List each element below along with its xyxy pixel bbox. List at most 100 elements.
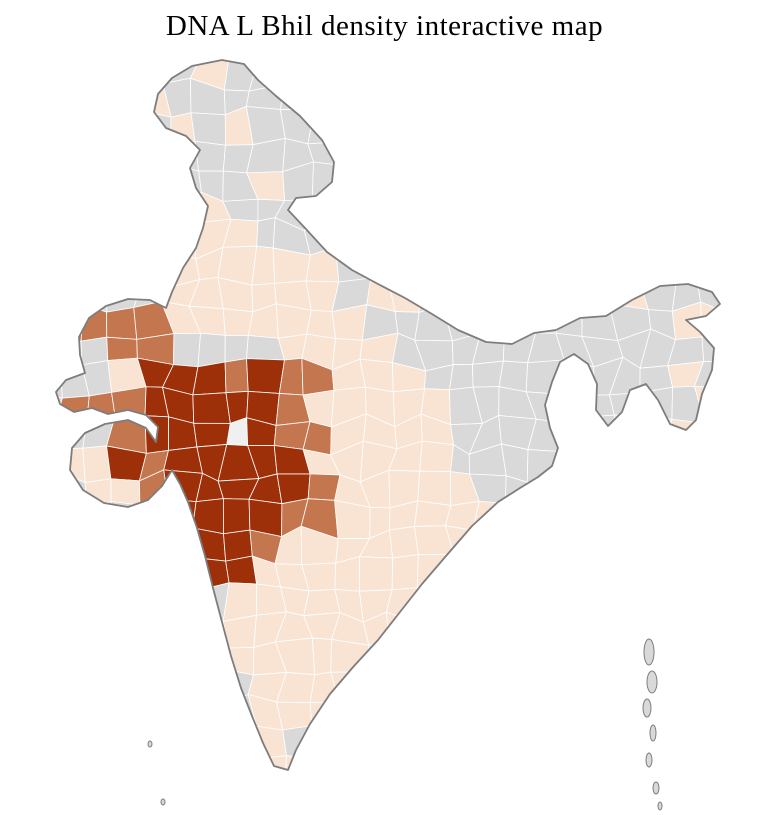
district[interactable] bbox=[535, 530, 559, 556]
district[interactable] bbox=[27, 644, 61, 675]
district[interactable] bbox=[476, 0, 505, 25]
district[interactable] bbox=[471, 275, 509, 313]
district[interactable] bbox=[749, 756, 769, 788]
district[interactable] bbox=[643, 137, 672, 173]
district[interactable] bbox=[366, 665, 397, 700]
district[interactable] bbox=[759, 472, 769, 507]
district[interactable] bbox=[558, 221, 586, 251]
district[interactable] bbox=[386, 250, 423, 278]
district[interactable] bbox=[533, 609, 568, 643]
district[interactable] bbox=[222, 582, 258, 622]
district[interactable] bbox=[552, 451, 585, 479]
district[interactable] bbox=[584, 190, 618, 230]
district[interactable] bbox=[676, 245, 697, 276]
district[interactable] bbox=[723, 282, 758, 314]
district[interactable] bbox=[726, 557, 761, 590]
district[interactable] bbox=[27, 82, 57, 111]
district[interactable] bbox=[109, 805, 146, 815]
district[interactable] bbox=[82, 730, 119, 763]
district[interactable] bbox=[496, 163, 536, 195]
district[interactable] bbox=[393, 51, 428, 88]
district[interactable] bbox=[22, 138, 64, 168]
district[interactable] bbox=[441, 590, 479, 614]
district[interactable] bbox=[58, 748, 84, 790]
district[interactable] bbox=[508, 808, 533, 815]
district[interactable] bbox=[699, 164, 729, 198]
district[interactable] bbox=[750, 668, 769, 699]
district[interactable] bbox=[22, 468, 59, 501]
district[interactable] bbox=[141, 665, 171, 706]
district[interactable] bbox=[500, 502, 537, 533]
district[interactable] bbox=[526, 449, 567, 483]
district[interactable] bbox=[723, 472, 761, 507]
district[interactable] bbox=[245, 755, 287, 789]
district[interactable] bbox=[558, 141, 593, 168]
district[interactable] bbox=[753, 805, 769, 815]
district[interactable] bbox=[639, 0, 677, 28]
district[interactable] bbox=[755, 498, 769, 538]
district[interactable] bbox=[701, 417, 733, 453]
district[interactable] bbox=[670, 222, 701, 254]
district[interactable] bbox=[581, 760, 619, 783]
district[interactable] bbox=[361, 0, 398, 31]
district[interactable] bbox=[109, 694, 143, 732]
district[interactable] bbox=[637, 499, 672, 528]
district[interactable] bbox=[52, 138, 82, 168]
district[interactable] bbox=[525, 191, 565, 227]
district[interactable] bbox=[334, 499, 371, 540]
district[interactable] bbox=[106, 76, 146, 112]
district[interactable] bbox=[751, 252, 769, 285]
district[interactable] bbox=[85, 500, 119, 538]
district[interactable] bbox=[80, 621, 109, 650]
district[interactable] bbox=[443, 25, 478, 52]
district[interactable] bbox=[1, 0, 33, 29]
district[interactable] bbox=[721, 362, 756, 398]
district[interactable] bbox=[302, 60, 343, 90]
district[interactable] bbox=[526, 54, 566, 87]
district[interactable] bbox=[637, 162, 672, 200]
district[interactable] bbox=[751, 284, 769, 314]
district[interactable] bbox=[582, 77, 624, 114]
district[interactable] bbox=[723, 221, 762, 259]
district[interactable] bbox=[581, 728, 619, 764]
district[interactable] bbox=[0, 527, 26, 558]
district[interactable] bbox=[609, 664, 652, 698]
district[interactable] bbox=[676, 23, 703, 63]
district[interactable] bbox=[696, 584, 732, 623]
district[interactable] bbox=[80, 162, 110, 196]
district[interactable] bbox=[223, 498, 251, 535]
district[interactable] bbox=[667, 553, 705, 586]
district[interactable] bbox=[442, 51, 479, 80]
district[interactable] bbox=[531, 108, 560, 148]
district[interactable] bbox=[583, 471, 616, 508]
district[interactable] bbox=[613, 475, 649, 508]
district[interactable] bbox=[53, 106, 83, 142]
district[interactable] bbox=[582, 138, 622, 164]
district[interactable] bbox=[622, 58, 651, 80]
district[interactable] bbox=[78, 780, 109, 815]
district[interactable] bbox=[0, 500, 26, 529]
district[interactable] bbox=[752, 332, 769, 370]
district[interactable] bbox=[559, 161, 593, 197]
district[interactable] bbox=[667, 499, 699, 534]
district[interactable] bbox=[105, 133, 145, 171]
district[interactable] bbox=[109, 672, 146, 705]
district[interactable] bbox=[637, 451, 670, 480]
district[interactable] bbox=[392, 216, 423, 253]
district[interactable] bbox=[636, 252, 678, 276]
district[interactable] bbox=[442, 610, 479, 646]
district[interactable] bbox=[581, 303, 619, 342]
district[interactable] bbox=[280, 807, 308, 815]
district[interactable] bbox=[755, 445, 769, 474]
district[interactable] bbox=[554, 704, 589, 733]
district[interactable] bbox=[752, 49, 769, 88]
district[interactable] bbox=[358, 137, 400, 174]
district[interactable] bbox=[52, 249, 90, 288]
district[interactable] bbox=[223, 529, 253, 562]
district[interactable] bbox=[637, 190, 672, 229]
district[interactable] bbox=[531, 553, 559, 591]
district[interactable] bbox=[582, 642, 620, 679]
district[interactable] bbox=[198, 665, 229, 706]
district[interactable] bbox=[557, 273, 592, 316]
district[interactable] bbox=[303, 807, 341, 815]
